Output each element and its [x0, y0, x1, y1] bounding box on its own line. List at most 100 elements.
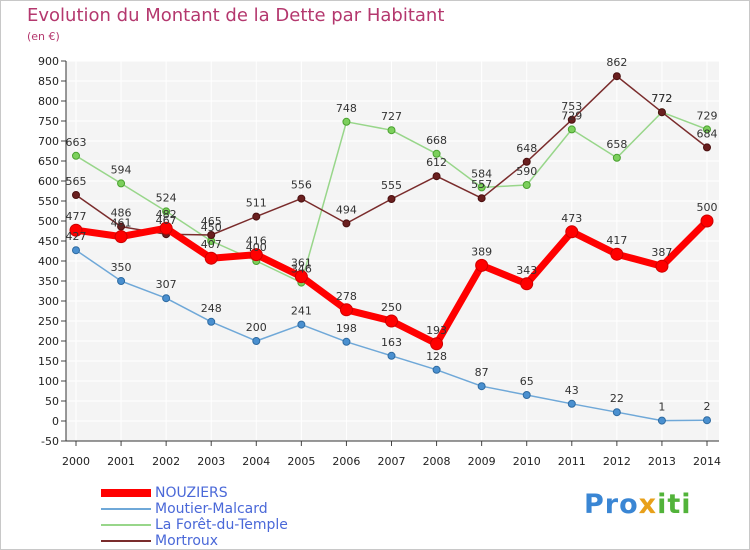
data-label: 465 — [201, 215, 222, 228]
data-label: 500 — [697, 201, 718, 214]
data-label: 248 — [201, 302, 222, 315]
data-label: 511 — [246, 197, 267, 210]
data-point — [432, 149, 441, 158]
data-label: 343 — [516, 264, 537, 277]
data-label: 729 — [697, 109, 718, 122]
y-tick-label: 650 — [38, 155, 59, 168]
y-tick-label: 750 — [38, 115, 59, 128]
data-point — [342, 117, 351, 126]
data-label: 400 — [246, 241, 267, 254]
data-point — [703, 416, 711, 425]
data-label: 862 — [606, 56, 627, 69]
legend-label: Moutier-Malcard — [155, 501, 268, 517]
data-point — [522, 391, 531, 399]
data-point — [339, 303, 353, 317]
data-label: 387 — [651, 246, 672, 259]
data-label: 250 — [381, 301, 402, 314]
data-label: 200 — [246, 321, 267, 334]
data-point — [522, 157, 531, 166]
x-tick-label: 2003 — [197, 455, 225, 468]
data-point — [252, 337, 261, 345]
legend-swatch — [101, 508, 151, 510]
data-point — [657, 108, 666, 117]
y-tick-label: 500 — [38, 215, 59, 228]
data-point — [567, 125, 576, 134]
data-label: 729 — [561, 109, 582, 122]
y-tick-label: 550 — [38, 195, 59, 208]
data-label: 450 — [201, 221, 222, 234]
data-label: 590 — [516, 165, 537, 178]
data-label: 612 — [426, 156, 447, 169]
data-label: 748 — [336, 102, 357, 115]
data-label: 658 — [606, 138, 627, 151]
data-label: 22 — [610, 392, 624, 405]
x-tick-label: 2009 — [468, 455, 496, 468]
data-label: 753 — [561, 100, 582, 113]
x-tick-label: 2014 — [693, 455, 721, 468]
data-label: 684 — [697, 127, 718, 140]
y-tick-label: 100 — [38, 375, 59, 388]
y-tick-label: 900 — [38, 55, 59, 68]
data-label: 1 — [658, 401, 665, 414]
data-label: 307 — [156, 278, 177, 291]
x-tick-label: 2006 — [332, 455, 360, 468]
legend-swatch — [101, 540, 151, 542]
data-label: 389 — [471, 245, 492, 258]
data-point — [117, 179, 126, 188]
data-point — [612, 153, 621, 162]
data-point — [430, 337, 444, 351]
data-label: 198 — [336, 322, 357, 335]
y-tick-label: 250 — [38, 315, 59, 328]
x-tick-label: 2013 — [648, 455, 676, 468]
data-label: 473 — [561, 212, 582, 225]
data-label: 648 — [516, 142, 537, 155]
data-label: 407 — [201, 238, 222, 251]
unit-label: (en €) — [27, 30, 60, 43]
data-point — [477, 194, 486, 203]
data-point — [72, 246, 80, 255]
data-point — [387, 126, 396, 135]
data-point — [72, 151, 80, 160]
data-point — [610, 247, 624, 261]
x-tick-label: 2004 — [242, 455, 270, 468]
data-label: 565 — [66, 175, 87, 188]
data-point — [162, 294, 171, 303]
data-label: 482 — [156, 208, 177, 221]
x-tick-label: 2002 — [152, 455, 180, 468]
data-point — [294, 270, 308, 284]
data-label: 65 — [520, 375, 534, 388]
proxiti-logo: Proxiti — [584, 489, 692, 520]
y-tick-label: 800 — [38, 95, 59, 108]
x-tick-label: 2001 — [107, 455, 135, 468]
x-tick-label: 2000 — [62, 455, 90, 468]
chart-title: Evolution du Montant de la Dette par Hab… — [27, 5, 445, 26]
x-tick-label: 2012 — [603, 455, 631, 468]
data-label: 772 — [651, 92, 672, 105]
data-label: 772 — [651, 92, 672, 105]
data-label: 477 — [66, 210, 87, 223]
data-point — [385, 314, 398, 328]
data-label: 594 — [111, 163, 132, 176]
data-label: 361 — [291, 257, 312, 270]
y-tick-label: 150 — [38, 355, 59, 368]
x-tick-label: 2008 — [423, 455, 451, 468]
data-label: 486 — [111, 207, 132, 220]
y-tick-label: 200 — [38, 335, 59, 348]
data-label: 417 — [606, 234, 627, 247]
y-tick-label: 850 — [38, 75, 59, 88]
y-tick-label: -50 — [41, 435, 59, 448]
data-label: 524 — [156, 191, 177, 204]
data-point — [297, 194, 306, 203]
data-label: 668 — [426, 134, 447, 147]
data-point — [475, 258, 489, 272]
y-tick-label: 350 — [38, 275, 59, 288]
y-tick-label: 300 — [38, 295, 59, 308]
legend-label: Mortroux — [155, 533, 219, 549]
data-point — [249, 248, 263, 262]
data-label: 128 — [426, 350, 447, 363]
y-tick-label: 700 — [38, 135, 59, 148]
data-point — [204, 251, 218, 265]
y-tick-label: 50 — [45, 395, 59, 408]
data-point — [342, 337, 351, 346]
y-tick-label: 400 — [38, 255, 59, 268]
